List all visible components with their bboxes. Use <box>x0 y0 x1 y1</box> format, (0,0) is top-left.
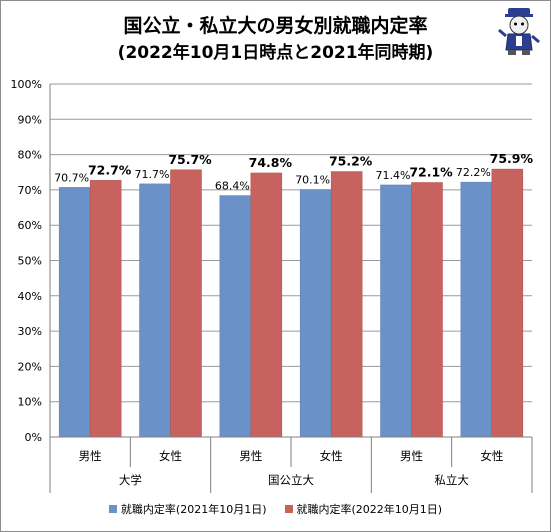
data-label-2021: 71.4% <box>376 169 411 182</box>
data-label-2021: 70.7% <box>54 171 89 184</box>
y-tick-label: 80% <box>18 149 42 162</box>
bar-2022 <box>411 182 443 438</box>
mascot-logo <box>498 8 540 55</box>
x-tick-label: 男性 <box>239 449 262 463</box>
group-label: 私立大 <box>434 473 469 487</box>
bar-2022 <box>491 168 524 438</box>
data-label-2021: 68.4% <box>215 180 250 193</box>
bar-2021 <box>58 187 91 438</box>
bar-2022 <box>170 169 202 438</box>
data-label-2022: 74.8% <box>249 155 293 170</box>
y-tick-label: 100% <box>11 78 42 91</box>
x-tick-label: 女性 <box>480 449 503 463</box>
data-label-2021: 72.2% <box>456 166 491 179</box>
data-label-2022: 72.1% <box>409 164 453 179</box>
legend-label-2021: 就職内定率(2021年10月1日) <box>120 503 267 516</box>
legend-swatch-2021 <box>108 505 117 513</box>
y-tick-label: 90% <box>18 113 42 126</box>
bar-2021 <box>139 183 171 438</box>
data-label-2021: 70.1% <box>295 174 330 187</box>
data-label-2021: 71.7% <box>135 168 170 181</box>
y-tick-label: 30% <box>18 325 42 338</box>
data-label-2022: 72.7% <box>88 162 132 177</box>
x-tick-label: 女性 <box>159 449 182 463</box>
data-label-2022: 75.9% <box>490 151 534 166</box>
y-tick-label: 70% <box>18 184 42 197</box>
bar-2022 <box>250 172 283 438</box>
y-tick-label: 50% <box>18 255 42 268</box>
bar-2021 <box>299 189 332 438</box>
legend-item-2021: 就職内定率(2021年10月1日) <box>108 501 267 517</box>
y-tick-label: 60% <box>18 219 42 232</box>
bar-2022 <box>89 180 122 438</box>
bar-2022 <box>330 171 363 438</box>
data-label-2022: 75.7% <box>168 152 212 167</box>
bar-2021 <box>380 184 412 438</box>
bar-2021 <box>460 181 493 438</box>
chart-title: 国公立・私立大の男女別就職内定率 <box>123 15 428 37</box>
bar-2021 <box>219 195 252 438</box>
legend-label-2022: 就職内定率(2022年10月1日) <box>296 503 443 516</box>
y-tick-label: 20% <box>18 360 42 373</box>
group-label: 大学 <box>119 473 142 487</box>
x-tick-label: 男性 <box>79 449 102 463</box>
y-tick-label: 40% <box>18 290 42 303</box>
x-tick-label: 男性 <box>400 449 423 463</box>
legend-swatch-2022 <box>284 505 293 513</box>
group-label: 国公立大 <box>268 473 314 487</box>
x-tick-label: 女性 <box>320 449 343 463</box>
y-tick-label: 0% <box>25 431 42 444</box>
data-label-2022: 75.2% <box>329 154 373 169</box>
chart-subtitle: (2022年10月1日時点と2021年同時期) <box>117 43 434 63</box>
legend-item-2022: 就職内定率(2022年10月1日) <box>284 501 443 517</box>
y-tick-label: 10% <box>18 396 42 409</box>
legend: 就職内定率(2021年10月1日) 就職内定率(2022年10月1日) <box>0 500 551 518</box>
